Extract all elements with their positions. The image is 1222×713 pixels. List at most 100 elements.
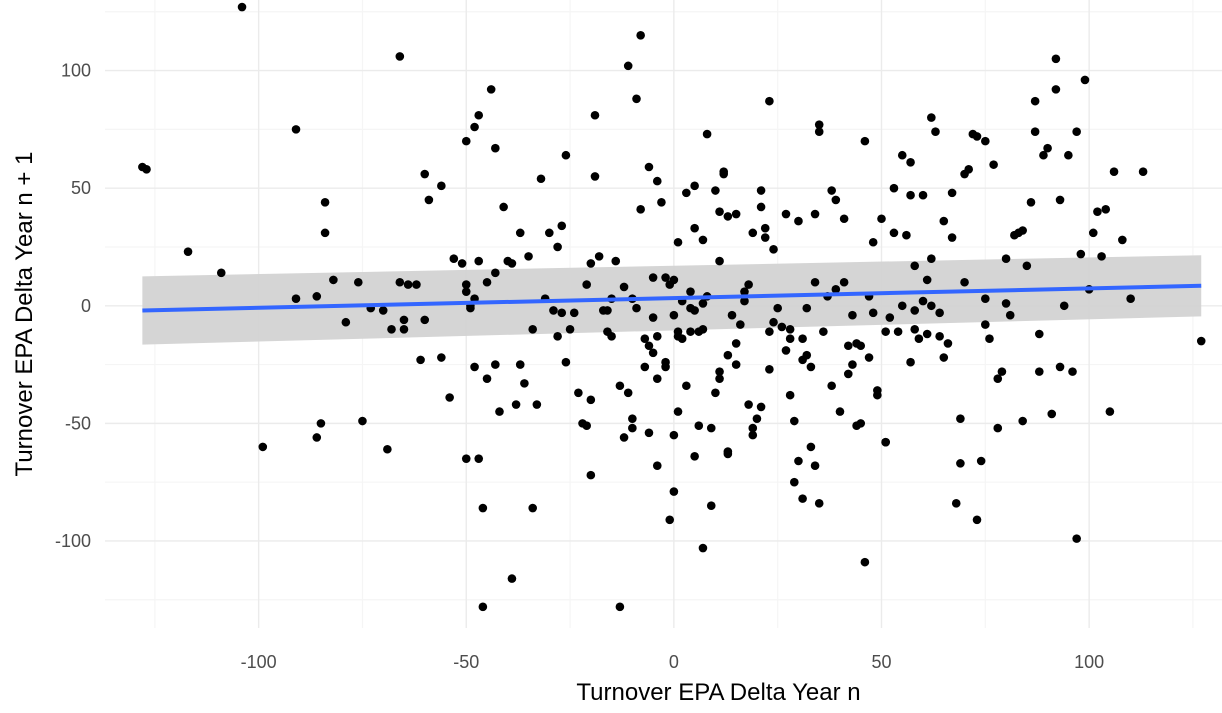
data-point <box>1001 254 1011 264</box>
data-point <box>495 407 504 416</box>
data-point <box>877 214 886 224</box>
data-point <box>491 360 500 369</box>
data-point <box>586 470 596 480</box>
data-point <box>461 136 471 146</box>
data-point <box>341 317 351 327</box>
data-point <box>383 444 392 454</box>
data-point <box>628 423 637 433</box>
data-point <box>636 30 645 40</box>
data-point <box>590 172 600 181</box>
data-point <box>860 136 870 146</box>
data-point <box>690 451 699 461</box>
data-point <box>1118 235 1127 245</box>
data-point <box>216 268 226 278</box>
data-point <box>661 273 670 282</box>
data-point <box>769 317 778 327</box>
data-point <box>528 324 537 334</box>
data-point <box>740 287 749 296</box>
data-point <box>528 503 537 513</box>
data-point <box>910 261 920 271</box>
data-point <box>981 136 990 146</box>
data-point <box>669 487 679 496</box>
data-point <box>698 543 708 553</box>
data-point <box>1005 310 1015 320</box>
data-point <box>790 477 799 487</box>
data-point <box>1051 85 1061 94</box>
data-point <box>652 374 662 383</box>
data-point <box>960 277 969 287</box>
data-point <box>553 242 562 252</box>
data-point <box>698 324 708 334</box>
data-point <box>611 256 621 266</box>
y-tick-label: 50 <box>71 178 91 198</box>
data-point <box>399 324 409 334</box>
data-point <box>312 433 322 442</box>
data-point <box>312 292 322 301</box>
data-point <box>457 259 467 268</box>
data-point <box>889 183 899 193</box>
data-point <box>819 327 828 336</box>
data-point <box>760 223 770 233</box>
data-point <box>785 334 795 343</box>
data-point <box>437 353 446 362</box>
data-point <box>316 419 326 428</box>
data-point <box>1018 226 1027 235</box>
data-point <box>715 207 724 216</box>
data-point <box>486 85 496 94</box>
data-point <box>1039 150 1048 160</box>
data-point <box>561 150 571 160</box>
data-point <box>636 205 645 214</box>
data-point <box>827 381 836 391</box>
data-point <box>557 308 567 318</box>
data-point <box>142 165 151 174</box>
data-point <box>993 423 1003 433</box>
data-point <box>1043 143 1052 153</box>
data-point <box>848 310 857 320</box>
data-point <box>835 407 845 416</box>
data-point <box>648 273 658 282</box>
data-point <box>864 353 874 362</box>
data-point <box>1068 367 1077 376</box>
data-point <box>831 195 841 205</box>
data-point <box>682 381 691 391</box>
data-point <box>1076 249 1086 259</box>
data-point <box>416 355 425 365</box>
data-point <box>478 503 488 513</box>
data-point <box>706 501 716 510</box>
data-point <box>1022 261 1032 271</box>
data-point <box>785 324 795 334</box>
data-point <box>1018 416 1027 426</box>
data-point <box>881 437 890 447</box>
x-tick-label: 0 <box>669 652 679 672</box>
data-point <box>669 310 679 320</box>
data-point <box>985 334 994 343</box>
data-point <box>922 275 932 285</box>
y-axis-title: Turnover EPA Delta Year n + 1 <box>11 152 38 477</box>
data-point <box>798 334 807 343</box>
x-tick-label: 50 <box>871 652 891 672</box>
data-point <box>403 280 413 289</box>
data-point <box>951 499 961 508</box>
data-point <box>686 287 695 296</box>
data-point <box>752 414 762 423</box>
x-tick-label: -100 <box>241 652 277 672</box>
data-point <box>868 237 878 247</box>
data-point <box>623 388 633 398</box>
data-point <box>603 306 612 315</box>
data-point <box>798 494 807 503</box>
data-point <box>553 332 562 341</box>
data-point <box>873 386 882 395</box>
data-point <box>183 247 193 256</box>
data-point <box>291 125 301 134</box>
data-point <box>740 296 749 306</box>
data-point <box>756 202 766 212</box>
data-point <box>499 202 508 212</box>
data-point <box>814 499 824 508</box>
data-point <box>748 423 758 433</box>
data-point <box>1126 294 1135 304</box>
data-point <box>889 228 899 238</box>
data-point <box>1034 367 1044 376</box>
data-point <box>632 303 641 313</box>
data-point <box>989 160 998 169</box>
trend-line <box>142 283 1202 313</box>
